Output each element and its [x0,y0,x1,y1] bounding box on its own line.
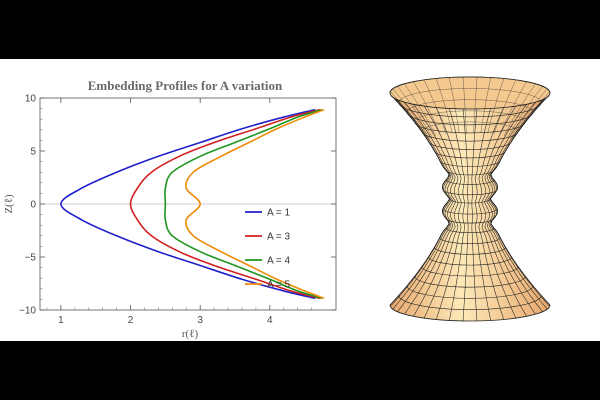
surface-back-meridian [449,77,460,133]
surface-back-meridian [413,81,441,135]
surface-meridian [484,104,527,317]
surface-meridian [471,108,478,321]
surface-back-ring [421,121,519,132]
series-line-1 [60,108,316,300]
surface-ring [398,102,542,118]
x-tick-label: 2 [128,315,134,326]
surface-back-meridian [511,91,550,141]
surface-back-meridian [507,86,543,138]
surface-meridian [462,108,469,321]
x-tick-label: 1 [58,315,64,326]
surface-ring [406,285,534,299]
surface-back-meridian [493,79,517,134]
y-tick-label: −5 [25,253,37,264]
x-tick-label: 4 [267,315,273,326]
surface-back-meridian [462,77,467,133]
surface-ring [406,112,534,126]
surface-back-meridian [480,77,491,133]
chart-title: Embedding Profiles for A variation [88,78,283,93]
surface-ring [414,276,526,288]
surface-back-meridian [499,81,527,135]
surface-back-meridian [487,78,505,134]
surface-back-meridian [404,83,436,137]
surface-meridian [397,99,452,312]
surface-meridian [449,108,466,321]
surface-meridian [423,105,459,319]
surface-meridian [486,102,536,315]
surface-back-meridian [423,79,447,134]
surface-back-meridian [392,88,430,139]
surface-back-ring [398,88,542,103]
surface-back-meridian [473,77,478,133]
surface-meridian [478,107,505,320]
surface-back-meridian [435,78,453,134]
y-tick-label: 5 [30,147,36,158]
y-tick-label: 0 [30,200,36,211]
embedding-profile-chart: Embedding Profiles for A variation 1 2 3 4 −… [3,78,337,340]
surface-meridian [413,104,456,317]
y-tick-label: −10 [19,306,36,317]
tick-group: 1 2 3 4 −10 −5 0 5 10 [19,94,336,326]
surface-back-meridian [390,91,429,141]
surface-top-opening [389,76,551,110]
x-tick-label: 3 [197,315,203,326]
legend-label-1: A = 1 [267,208,291,219]
series-line-4 [185,108,325,300]
figure-svg: Embedding Profiles for A variation 1 2 3 4 −… [3,76,551,340]
x-axis-label: r(ℓ) [182,328,199,340]
surface-meridian [404,102,454,315]
surface-back-ring [414,110,526,122]
legend-label-3: A = 4 [267,256,291,267]
surface-meridian [392,96,451,310]
figure-panel: Embedding Profiles for A variation 1 2 3 4 −… [0,59,600,341]
surface-meridian [489,94,550,307]
series-line-3 [164,108,323,300]
surface-ring [442,208,498,215]
surface-meridian [435,107,462,320]
series-line-2 [129,108,321,300]
legend-label-4: A = 5 [267,280,291,291]
legend: A = 1 A = 3 A = 4 A = 5 [245,208,291,291]
legend-label-2: A = 3 [267,232,291,243]
surface-back-meridian [504,83,536,137]
y-axis-label: Z(ℓ) [3,194,15,214]
series-lines [60,108,325,300]
surface-back-meridian [510,88,548,139]
surface-meridian [481,105,517,319]
surface-ring [398,295,542,310]
surface-meridian [488,99,543,312]
surface-back-ring [406,99,534,113]
surface-back-meridian [397,86,433,138]
surface-meridian [474,108,491,321]
y-tick-label: 10 [25,94,37,105]
embedding-surface-3d [389,76,551,322]
